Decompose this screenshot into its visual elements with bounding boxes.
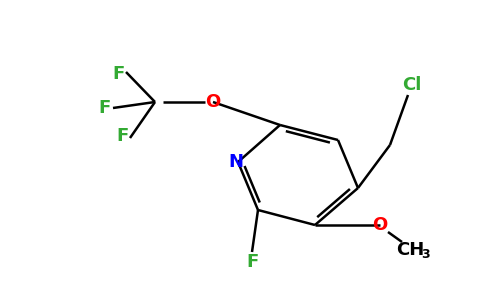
Text: 3: 3 [422, 248, 430, 260]
Text: F: F [116, 127, 128, 145]
Text: F: F [246, 253, 258, 271]
Text: CH: CH [396, 241, 424, 259]
Text: N: N [228, 153, 243, 171]
Text: Cl: Cl [402, 76, 422, 94]
Text: O: O [372, 216, 388, 234]
Text: F: F [99, 99, 111, 117]
Text: F: F [112, 65, 124, 83]
Text: O: O [205, 93, 221, 111]
